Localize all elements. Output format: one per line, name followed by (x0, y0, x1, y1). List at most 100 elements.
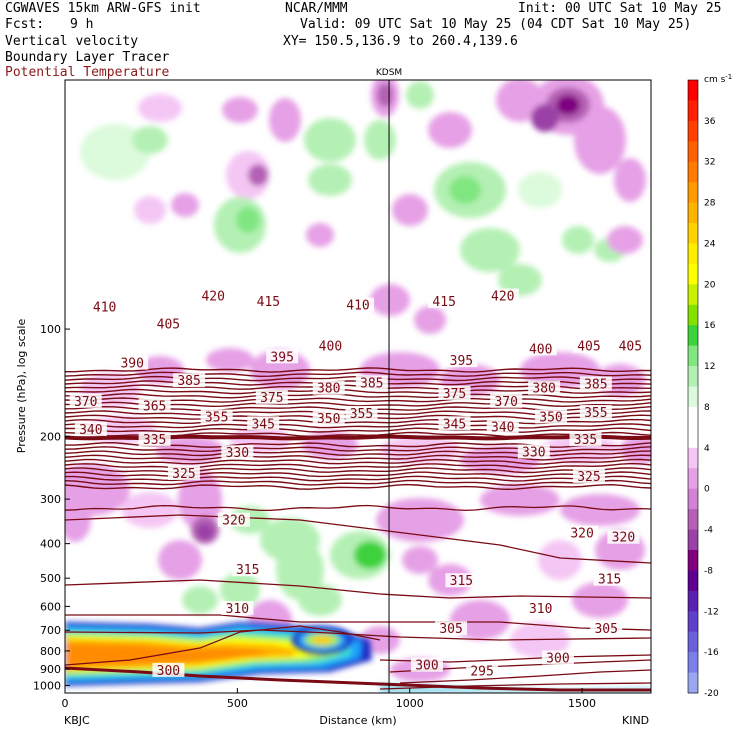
theta-label-bg (579, 376, 612, 391)
colorbar-swatch (688, 80, 698, 101)
velocity-blob (171, 193, 199, 217)
theta-label: 305 (439, 622, 462, 637)
theta-label: 410 (93, 301, 116, 316)
colorbar-swatch (688, 672, 698, 694)
velocity-blob (560, 494, 640, 526)
velocity-blob (518, 172, 562, 208)
theta-isentrope (379, 682, 651, 690)
theta-label: 410 (346, 299, 369, 314)
theta-isentrope (65, 423, 651, 429)
field-boundary-layer-tracer: Boundary Layer Tracer (5, 50, 170, 65)
theta-label: 345 (251, 417, 274, 432)
colorbar-label: -20 (704, 689, 719, 699)
velocity-blob (480, 484, 560, 516)
theta-label-bg (541, 650, 574, 665)
theta-isentrope (65, 446, 651, 453)
y-tick-label: 900 (40, 663, 61, 676)
velocity-blob (364, 120, 396, 160)
theta-label-bg (116, 355, 149, 370)
theta-isentrope (65, 467, 651, 474)
model-title: CGWAVES 15km ARW-GFS init (5, 1, 201, 16)
velocity-blob (354, 541, 386, 569)
station-label: KDSM (376, 68, 402, 78)
theta-label: 300 (546, 651, 569, 666)
theta-label: 350 (317, 412, 340, 427)
x-tick-label: 500 (227, 697, 248, 710)
y-tick-label: 400 (40, 538, 61, 551)
theta-isentrope (65, 475, 651, 482)
velocity-blob (614, 158, 646, 202)
theta-label-bg (231, 562, 264, 577)
colorbar-label: -12 (704, 607, 719, 617)
theta-label: 405 (157, 317, 180, 332)
theta-label-bg (572, 468, 605, 483)
velocity-blob (402, 546, 438, 574)
theta-isentrope (65, 514, 651, 564)
velocity-blob (428, 112, 472, 148)
y-axis-ticks: 100 200 300 400 500 600 700 800 900 1000 (33, 323, 70, 692)
theta-label: 370 (494, 395, 517, 410)
velocity-blob (182, 586, 218, 614)
velocity-blob (392, 194, 428, 226)
velocity-blob (132, 126, 168, 154)
velocity-blob (607, 226, 643, 254)
theta-isentrope (65, 367, 651, 373)
theta-label: 300 (415, 659, 438, 674)
colorbar-swatch (688, 406, 698, 428)
theta-label-bg (579, 405, 612, 420)
colorbar-swatch (688, 284, 698, 306)
theta-label-bg (74, 422, 107, 437)
theta-label: 320 (612, 531, 635, 546)
theta-label-bg (445, 353, 478, 368)
theta-label: 350 (539, 410, 562, 425)
theta-label: 385 (177, 374, 200, 389)
theta-label: 320 (570, 527, 593, 542)
theta-isentrope (65, 625, 381, 666)
colorbar-swatch (688, 488, 698, 510)
theta-label-bg (593, 571, 626, 586)
init-time: Init: 00 UTC Sat 10 May 25 (518, 1, 722, 16)
theta-isentrope (65, 454, 651, 461)
colorbar-label: -8 (704, 566, 713, 576)
velocity-blob (538, 540, 582, 580)
colorbar-label: 20 (704, 280, 716, 290)
theta-label-bg (486, 288, 519, 303)
velocity-blob (158, 540, 202, 580)
colorbar-label: -4 (704, 526, 713, 536)
velocity-blob (138, 94, 182, 122)
theta-label-bg (524, 600, 557, 615)
velocity-blob (269, 98, 301, 142)
theta-isentrope (65, 427, 651, 433)
boundary-layer-tracer-field (65, 622, 651, 693)
theta-label: 395 (270, 350, 293, 365)
velocity-blob (134, 196, 166, 224)
theta-label-bg (445, 573, 478, 588)
theta-label: 400 (529, 342, 552, 357)
theta-label-bg (247, 416, 280, 431)
theta-isentrope (65, 458, 651, 465)
theta-label: 385 (584, 377, 607, 392)
y-tick-label: 200 (40, 430, 61, 443)
velocity-blob (556, 95, 580, 115)
colorbar-label: 4 (704, 444, 710, 454)
colorbar-swatch (688, 100, 698, 122)
forecast-label: Fcst: (5, 17, 45, 32)
velocity-blob (449, 176, 481, 204)
endpoint-right-label: KIND (622, 714, 649, 727)
velocity-blob (298, 584, 342, 616)
colorbar-swatch (688, 590, 698, 612)
velocity-blob (414, 306, 446, 334)
theta-label-bg (88, 299, 121, 314)
theta-isentrope (65, 471, 651, 478)
colorbar-swatch (688, 304, 698, 326)
theta-label: 340 (79, 423, 102, 438)
velocity-blob (308, 164, 352, 196)
theta-label: 375 (260, 391, 283, 406)
theta-label-bg (167, 465, 200, 480)
colorbar-swatch (688, 345, 698, 367)
colorbar-swatch (688, 427, 698, 449)
colorbar-label: 0 (704, 485, 710, 495)
theta-label-bg (152, 662, 185, 677)
colorbar-swatch (688, 141, 698, 163)
